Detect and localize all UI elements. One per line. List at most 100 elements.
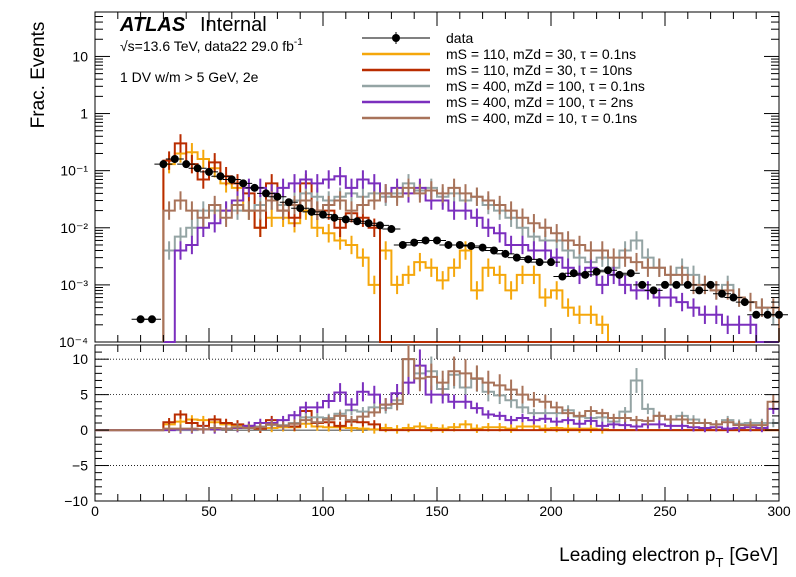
y-tick-label-main: 10⁻⁴ [59, 334, 88, 350]
main-histograms [162, 134, 780, 343]
data-point [182, 160, 191, 169]
y-tick-label-ratio: −10 [64, 493, 88, 509]
legend-label: mS = 400, mZd = 10, τ = 0.1ns [446, 110, 637, 126]
legend-label: data [446, 30, 473, 46]
data-point [273, 192, 282, 201]
data-point [421, 236, 430, 245]
data-point [672, 280, 681, 289]
data-point [490, 246, 498, 255]
data-point [706, 280, 715, 289]
data-point [341, 215, 350, 224]
x-tick-label: 100 [311, 503, 335, 519]
data-point [740, 298, 749, 307]
y-tick-label-ratio: 5 [80, 387, 88, 403]
x-axis-label-main: Leading electron p [559, 545, 715, 566]
data-point [478, 243, 487, 252]
data-point [524, 255, 533, 264]
y-axis-label: Frac. Events [28, 22, 49, 129]
x-tick-label: 300 [767, 503, 791, 519]
energy-lumi-text: √s=13.6 TeV, data22 29.0 fb [120, 38, 294, 54]
lumi-superscript: -1 [294, 37, 303, 48]
data-point [763, 310, 772, 319]
main-data-points [131, 155, 788, 324]
x-tick-label: 150 [425, 503, 449, 519]
data-point [649, 286, 658, 295]
data-point [592, 267, 601, 276]
data-point [250, 183, 259, 192]
data-point [638, 280, 647, 289]
y-tick-label-main: 10⁻² [60, 220, 88, 236]
data-point [467, 241, 476, 250]
x-axis-label: Leading electron pT [GeV] [559, 545, 778, 570]
y-tick-label-main: 10⁻¹ [60, 163, 88, 179]
data-point [433, 236, 441, 245]
data-point [512, 253, 521, 262]
legend-label: mS = 110, mZd = 30, τ = 10ns [446, 62, 632, 78]
data-point [752, 310, 761, 319]
data-point [455, 240, 464, 249]
data-point [216, 172, 225, 181]
x-axis-label-sub: T [715, 555, 723, 570]
data-point [695, 286, 704, 295]
y-axis-ticks-ratio: 10 5 0 −5 −10 [64, 344, 779, 509]
y-tick-label-main: 1 [80, 106, 88, 122]
data-point [205, 167, 213, 176]
data-point [535, 258, 544, 267]
data-point [148, 315, 156, 324]
energy-lumi-label: √s=13.6 TeV, data22 29.0 fb-1 [120, 37, 303, 54]
legend-label: mS = 400, mZd = 100, τ = 2ns [446, 94, 633, 110]
selection-label: 1 DV w/m > 5 GeV, 2e [120, 69, 259, 85]
legend-label: mS = 400, mZd = 100, τ = 0.1ns [446, 78, 645, 94]
data-point [604, 266, 612, 275]
data-point [330, 213, 339, 222]
x-axis-ticks: 0 50 100 150 200 250 300 [91, 12, 791, 519]
data-point [615, 270, 624, 279]
y-tick-label-ratio: 10 [72, 351, 88, 367]
data-point [444, 240, 453, 249]
x-tick-label: 250 [653, 503, 677, 519]
data-point [239, 179, 248, 188]
data-point [307, 207, 316, 216]
data-point [547, 258, 555, 267]
data-point [729, 293, 738, 302]
x-axis-label-unit: [GeV] [729, 545, 778, 566]
atlas-status: Internal [200, 14, 267, 36]
data-point [364, 219, 373, 228]
ratio-histograms [95, 345, 779, 434]
data-point [193, 164, 202, 173]
legend-marker-point [392, 34, 400, 42]
data-point [718, 289, 726, 298]
data-point [398, 240, 407, 249]
data-point [227, 175, 236, 184]
data-point [581, 270, 590, 279]
x-tick-label: 200 [539, 503, 563, 519]
y-tick-label-main: 10⁻³ [60, 277, 88, 293]
x-tick-label: 0 [91, 503, 99, 519]
y-tick-label-ratio: 0 [80, 422, 88, 438]
data-point [387, 225, 396, 234]
data-point [284, 198, 293, 207]
atlas-label: ATLAS [119, 14, 186, 36]
data-point [170, 155, 179, 164]
data-point [262, 189, 270, 198]
data-point [319, 210, 327, 219]
x-tick-label: 50 [201, 503, 217, 519]
y-tick-label-main: 10 [72, 48, 88, 64]
data-point [296, 204, 305, 213]
ratio-series-5 [95, 358, 779, 432]
data-point [661, 280, 669, 289]
y-tick-label-ratio: −5 [72, 458, 88, 474]
data-point [626, 269, 635, 278]
data-point [569, 269, 578, 278]
data-point [353, 217, 362, 226]
data-point [136, 315, 145, 324]
y-axis-ticks-main: 10 1 10⁻¹ 10⁻² 10⁻³ 10⁻⁴ [59, 11, 779, 350]
data-point [410, 238, 419, 247]
data-point [558, 272, 567, 281]
data-point [683, 280, 692, 289]
histogram-series-4 [163, 175, 779, 343]
data-point [501, 249, 510, 258]
